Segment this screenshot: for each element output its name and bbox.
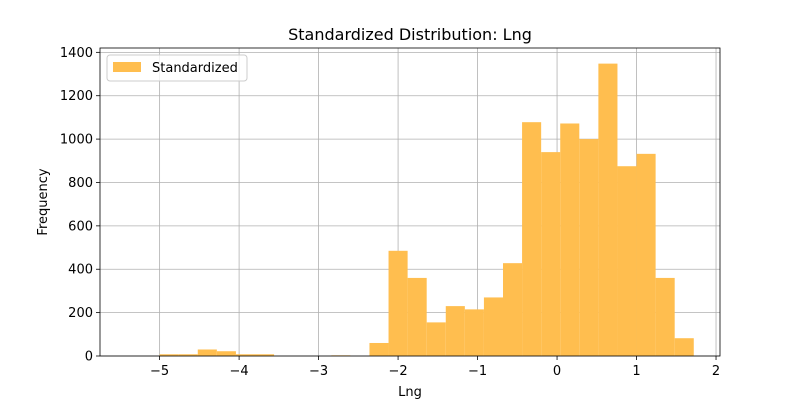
histogram-bar bbox=[445, 306, 465, 356]
y-tick-label: 600 bbox=[68, 219, 93, 234]
y-tick-label: 1200 bbox=[60, 89, 93, 104]
histogram-bar bbox=[541, 152, 561, 356]
histogram-bars bbox=[159, 63, 694, 356]
y-axis-title: Frequency bbox=[36, 168, 51, 235]
legend-swatch bbox=[113, 62, 141, 72]
x-tick-label: −1 bbox=[468, 364, 487, 379]
histogram-bar bbox=[579, 139, 599, 356]
x-tick-label: −5 bbox=[150, 364, 169, 379]
y-axis-ticks: 0 200 400 600 800 1000 1200 1400 bbox=[60, 46, 100, 365]
histogram-bar bbox=[159, 354, 179, 356]
histogram-bar bbox=[503, 263, 523, 356]
histogram-bar bbox=[235, 354, 255, 356]
y-tick-label: 1400 bbox=[60, 46, 93, 61]
x-tick-label: 0 bbox=[553, 364, 561, 379]
y-tick-label: 0 bbox=[85, 350, 93, 365]
histogram-bar bbox=[655, 277, 675, 356]
histogram-bar bbox=[407, 277, 427, 356]
histogram-bar bbox=[522, 122, 542, 356]
plot-frame bbox=[99, 47, 721, 357]
histogram-bar bbox=[560, 123, 580, 356]
x-tick-label: −3 bbox=[309, 364, 328, 379]
histogram-bar bbox=[598, 63, 618, 356]
legend: Standardized bbox=[106, 54, 248, 82]
histogram-bar bbox=[255, 354, 275, 356]
histogram-bar bbox=[216, 351, 236, 356]
x-tick-label: −2 bbox=[388, 364, 407, 379]
histogram-bar bbox=[369, 342, 389, 356]
legend-label: Standardized bbox=[152, 61, 238, 76]
histogram-bar bbox=[674, 338, 694, 356]
x-tick-label: 1 bbox=[632, 364, 640, 379]
histogram-bar bbox=[617, 166, 637, 356]
histogram-bar bbox=[426, 322, 446, 356]
x-tick-label: 2 bbox=[712, 364, 720, 379]
x-axis-ticks: −5 −4 −3 −2 −1 0 1 2 bbox=[150, 356, 720, 379]
histogram-bar bbox=[197, 349, 217, 356]
histogram-bar bbox=[388, 250, 408, 356]
legend-box bbox=[106, 54, 248, 82]
x-axis-title: Lng bbox=[398, 385, 422, 400]
histogram-bar bbox=[178, 354, 198, 356]
x-tick-label: −4 bbox=[230, 364, 249, 379]
histogram-bar bbox=[636, 153, 656, 356]
y-tick-label: 200 bbox=[68, 306, 93, 321]
y-tick-label: 400 bbox=[68, 263, 93, 278]
histogram-bar bbox=[483, 297, 503, 356]
y-tick-label: 800 bbox=[68, 176, 93, 191]
y-tick-label: 1000 bbox=[60, 133, 93, 148]
histogram-bar bbox=[464, 309, 484, 356]
chart-title: Standardized Distribution: Lng bbox=[288, 25, 532, 44]
